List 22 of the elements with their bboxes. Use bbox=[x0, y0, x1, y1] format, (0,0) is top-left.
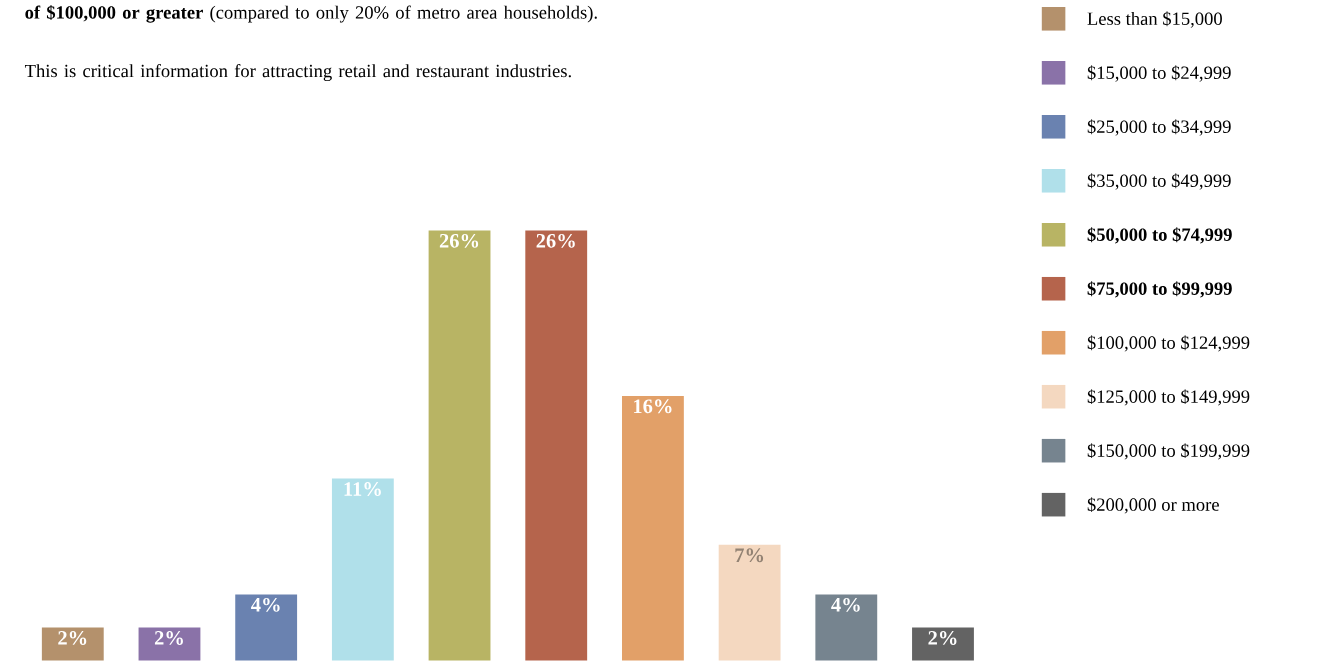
legend-label: Less than $15,000 bbox=[1087, 11, 1222, 28]
legend-label: $35,000 to $49,999 bbox=[1087, 173, 1231, 190]
legend-label: $50,000 to $74,999 bbox=[1087, 227, 1232, 244]
legend-label: $15,000 to $24,999 bbox=[1087, 65, 1231, 82]
data-label: 2% bbox=[58, 631, 87, 646]
text: of $100,000 or greater (compared to only 20% of metro area households). bbox=[25, 5, 597, 23]
data-label: 11% bbox=[344, 482, 381, 497]
legend-label: $75,000 to $99,999 bbox=[1087, 281, 1232, 298]
data-label: 26% bbox=[536, 234, 575, 249]
legend-label: $100,000 to $124,999 bbox=[1087, 335, 1250, 352]
legend-label: $125,000 to $149,999 bbox=[1087, 389, 1250, 406]
data-label: 4% bbox=[831, 598, 860, 613]
data-label: 2% bbox=[928, 631, 957, 646]
data-label: 16% bbox=[634, 399, 672, 414]
data-label: 4% bbox=[251, 598, 280, 613]
legend-label: $200,000 or more bbox=[1087, 497, 1219, 514]
text: This is critical information for attracting retail and restaurant industries. bbox=[24, 64, 571, 82]
legend-label: $150,000 to $199,999 bbox=[1087, 443, 1250, 460]
data-label: 2% bbox=[154, 631, 183, 646]
data-label: 7% bbox=[735, 548, 764, 563]
legend-label: $25,000 to $34,999 bbox=[1087, 119, 1231, 136]
data-label: 26% bbox=[439, 234, 479, 249]
